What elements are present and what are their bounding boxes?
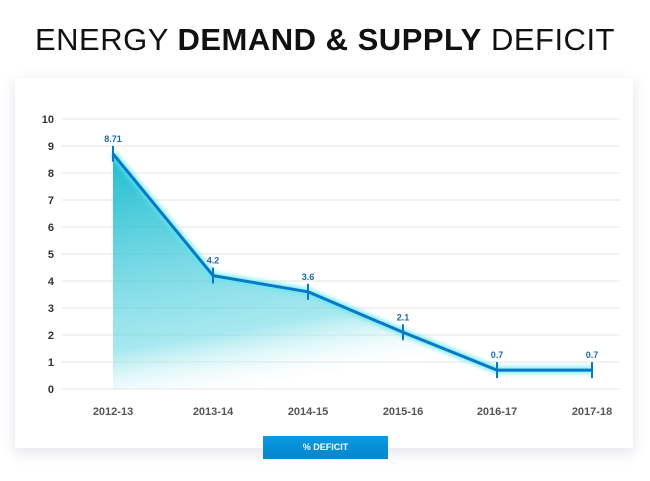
y-tick-label: 8 — [48, 168, 54, 180]
y-tick-label: 9 — [48, 141, 54, 153]
data-label: 2.1 — [397, 312, 410, 322]
title-part: ENERGY — [34, 22, 178, 57]
x-tick-label: 2014-15 — [288, 406, 328, 418]
x-tick-label: 2013-14 — [193, 406, 234, 418]
y-tick-label: 4 — [48, 276, 55, 288]
data-label: 8.71 — [104, 134, 122, 144]
x-tick-label: 2012-13 — [93, 406, 133, 418]
x-tick-label: 2017-18 — [572, 406, 612, 418]
x-tick-label: 2015-16 — [383, 406, 423, 418]
title-bold-part: DEMAND & SUPPLY — [177, 22, 482, 57]
y-tick-label: 0 — [48, 384, 54, 396]
legend-series-deficit[interactable]: % DEFICIT — [263, 436, 388, 459]
deficit-area — [113, 153, 592, 389]
y-tick-label: 1 — [48, 357, 54, 369]
data-label: 0.7 — [491, 350, 504, 360]
y-tick-label: 7 — [48, 195, 54, 207]
data-label: 3.6 — [302, 272, 315, 282]
y-tick-label: 5 — [48, 249, 54, 261]
deficit-line — [111, 152, 592, 372]
y-tick-label: 2 — [48, 330, 54, 342]
y-tick-label: 10 — [42, 114, 54, 126]
y-tick-label: 3 — [48, 303, 54, 315]
data-label: 0.7 — [586, 350, 599, 360]
chart-title: ENERGY DEMAND & SUPPLY DEFICIT — [0, 22, 650, 58]
title-part: DEFICIT — [481, 22, 615, 57]
data-label: 4.2 — [207, 256, 220, 266]
x-tick-label: 2016-17 — [477, 406, 517, 418]
y-tick-label: 6 — [48, 222, 54, 234]
